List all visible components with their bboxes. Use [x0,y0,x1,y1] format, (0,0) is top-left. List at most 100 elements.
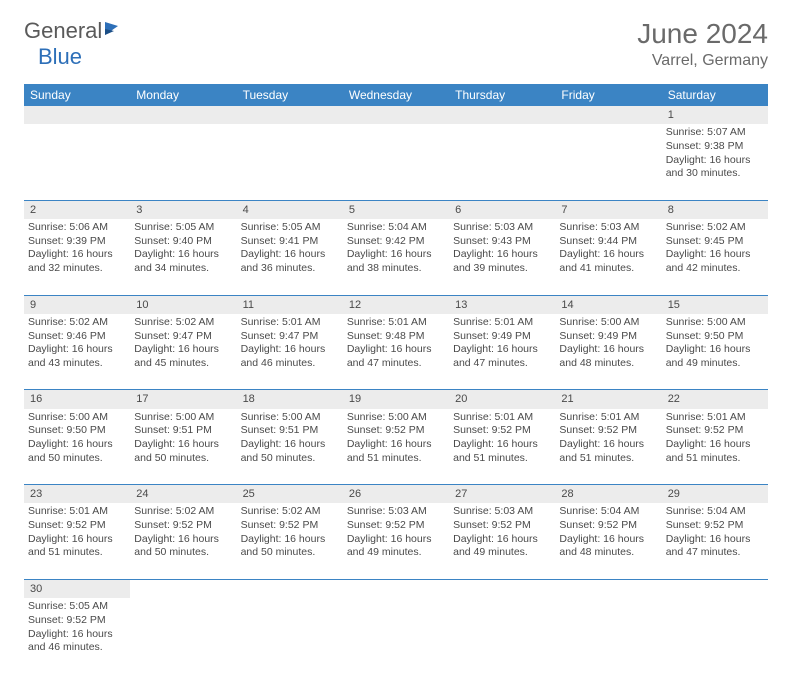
day-number [130,106,236,124]
content-row: Sunrise: 5:01 AMSunset: 9:52 PMDaylight:… [24,503,768,579]
daylight-text-2: and 47 minutes. [666,546,764,560]
daynum-row: 2345678 [24,200,768,219]
daylight-text-2: and 46 minutes. [28,641,126,655]
day-cell: Sunrise: 5:05 AMSunset: 9:40 PMDaylight:… [130,219,236,295]
sunrise-text: Sunrise: 5:02 AM [28,316,126,330]
daylight-text-2: and 48 minutes. [559,357,657,371]
calendar-table: SundayMondayTuesdayWednesdayThursdayFrid… [24,84,768,674]
daylight-text-2: and 43 minutes. [28,357,126,371]
daylight-text-1: Daylight: 16 hours [666,533,764,547]
day-cell [237,124,343,200]
logo: General [24,18,128,44]
daylight-text-1: Daylight: 16 hours [134,533,232,547]
day-number: 19 [343,390,449,409]
day-number: 9 [24,295,130,314]
sunset-text: Sunset: 9:52 PM [666,424,764,438]
day-number: 7 [555,200,661,219]
daylight-text-1: Daylight: 16 hours [559,248,657,262]
daylight-text-2: and 34 minutes. [134,262,232,276]
sunrise-text: Sunrise: 5:03 AM [347,505,445,519]
daylight-text-2: and 42 minutes. [666,262,764,276]
sunrise-text: Sunrise: 5:00 AM [559,316,657,330]
daylight-text-1: Daylight: 16 hours [453,248,551,262]
day-cell: Sunrise: 5:04 AMSunset: 9:42 PMDaylight:… [343,219,449,295]
day-cell: Sunrise: 5:02 AMSunset: 9:45 PMDaylight:… [662,219,768,295]
day-cell [449,124,555,200]
weekday-header-row: SundayMondayTuesdayWednesdayThursdayFrid… [24,84,768,106]
day-number: 27 [449,485,555,504]
sunrise-text: Sunrise: 5:07 AM [666,126,764,140]
sunrise-text: Sunrise: 5:04 AM [666,505,764,519]
day-number: 20 [449,390,555,409]
day-number [130,579,236,598]
sunset-text: Sunset: 9:49 PM [453,330,551,344]
sunset-text: Sunset: 9:39 PM [28,235,126,249]
daylight-text-1: Daylight: 16 hours [666,438,764,452]
day-number: 18 [237,390,343,409]
daylight-text-1: Daylight: 16 hours [134,343,232,357]
sunrise-text: Sunrise: 5:01 AM [453,316,551,330]
day-number: 4 [237,200,343,219]
sunset-text: Sunset: 9:49 PM [559,330,657,344]
day-number: 16 [24,390,130,409]
weekday-header: Friday [555,84,661,106]
daylight-text-1: Daylight: 16 hours [453,438,551,452]
daylight-text-1: Daylight: 16 hours [28,248,126,262]
daylight-text-2: and 47 minutes. [347,357,445,371]
weekday-header: Tuesday [237,84,343,106]
month-title: June 2024 [637,18,768,50]
daylight-text-1: Daylight: 16 hours [28,533,126,547]
daylight-text-2: and 49 minutes. [347,546,445,560]
daylight-text-2: and 49 minutes. [453,546,551,560]
sunset-text: Sunset: 9:52 PM [241,519,339,533]
sunset-text: Sunset: 9:47 PM [241,330,339,344]
sunrise-text: Sunrise: 5:04 AM [347,221,445,235]
sunrise-text: Sunrise: 5:05 AM [134,221,232,235]
daylight-text-1: Daylight: 16 hours [453,343,551,357]
day-cell: Sunrise: 5:01 AMSunset: 9:47 PMDaylight:… [237,314,343,390]
day-number: 5 [343,200,449,219]
day-number [555,579,661,598]
content-row: Sunrise: 5:05 AMSunset: 9:52 PMDaylight:… [24,598,768,674]
sunset-text: Sunset: 9:48 PM [347,330,445,344]
day-number: 17 [130,390,236,409]
daylight-text-1: Daylight: 16 hours [347,533,445,547]
sunset-text: Sunset: 9:52 PM [28,614,126,628]
daylight-text-1: Daylight: 16 hours [134,248,232,262]
sunrise-text: Sunrise: 5:00 AM [347,411,445,425]
day-number: 8 [662,200,768,219]
day-cell [555,124,661,200]
sunrise-text: Sunrise: 5:00 AM [666,316,764,330]
daylight-text-1: Daylight: 16 hours [347,343,445,357]
sunset-text: Sunset: 9:52 PM [559,424,657,438]
day-cell: Sunrise: 5:03 AMSunset: 9:52 PMDaylight:… [343,503,449,579]
day-number: 28 [555,485,661,504]
daynum-row: 16171819202122 [24,390,768,409]
sunrise-text: Sunrise: 5:03 AM [453,221,551,235]
day-cell [130,598,236,674]
flag-icon [104,20,126,43]
daylight-text-1: Daylight: 16 hours [559,438,657,452]
daylight-text-1: Daylight: 16 hours [134,438,232,452]
daylight-text-2: and 32 minutes. [28,262,126,276]
day-number [449,579,555,598]
daylight-text-2: and 50 minutes. [241,452,339,466]
sunrise-text: Sunrise: 5:01 AM [347,316,445,330]
day-number [662,579,768,598]
day-number: 12 [343,295,449,314]
day-cell: Sunrise: 5:01 AMSunset: 9:52 PMDaylight:… [555,409,661,485]
day-number [343,106,449,124]
daylight-text-2: and 51 minutes. [347,452,445,466]
sunset-text: Sunset: 9:52 PM [28,519,126,533]
day-cell: Sunrise: 5:00 AMSunset: 9:50 PMDaylight:… [24,409,130,485]
day-number: 13 [449,295,555,314]
sunset-text: Sunset: 9:44 PM [559,235,657,249]
day-cell: Sunrise: 5:00 AMSunset: 9:51 PMDaylight:… [237,409,343,485]
day-number: 24 [130,485,236,504]
sunset-text: Sunset: 9:43 PM [453,235,551,249]
daylight-text-2: and 36 minutes. [241,262,339,276]
sunset-text: Sunset: 9:52 PM [347,519,445,533]
daylight-text-2: and 50 minutes. [134,546,232,560]
day-number [449,106,555,124]
day-number: 14 [555,295,661,314]
